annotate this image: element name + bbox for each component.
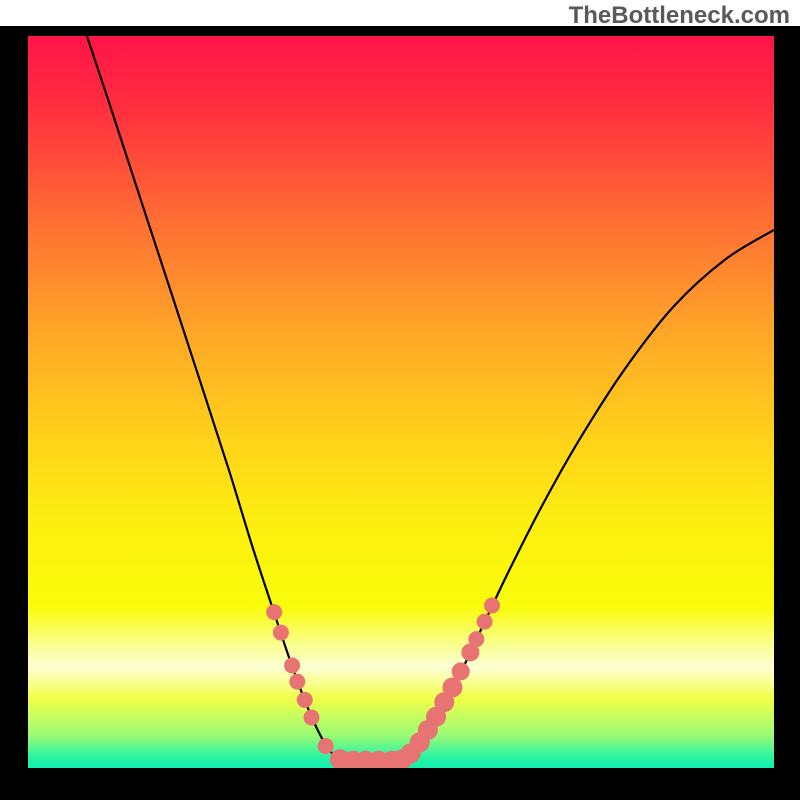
watermark-text: TheBottleneck.com bbox=[569, 2, 790, 30]
gradient-background bbox=[28, 36, 774, 768]
data-marker bbox=[442, 677, 462, 697]
data-marker bbox=[477, 614, 493, 630]
data-marker bbox=[303, 709, 319, 725]
data-marker bbox=[484, 598, 500, 614]
data-marker bbox=[452, 662, 470, 680]
data-marker bbox=[284, 658, 300, 674]
frame-border-bottom bbox=[0, 768, 800, 800]
data-marker bbox=[297, 692, 313, 708]
chart-svg bbox=[0, 0, 800, 800]
data-marker bbox=[468, 631, 484, 647]
data-marker bbox=[318, 738, 334, 754]
chart-canvas: TheBottleneck.com bbox=[0, 0, 800, 800]
frame-border-right bbox=[774, 26, 800, 800]
data-marker bbox=[266, 604, 282, 620]
data-marker bbox=[273, 625, 289, 641]
frame-border-left bbox=[0, 26, 28, 800]
data-marker bbox=[289, 674, 305, 690]
